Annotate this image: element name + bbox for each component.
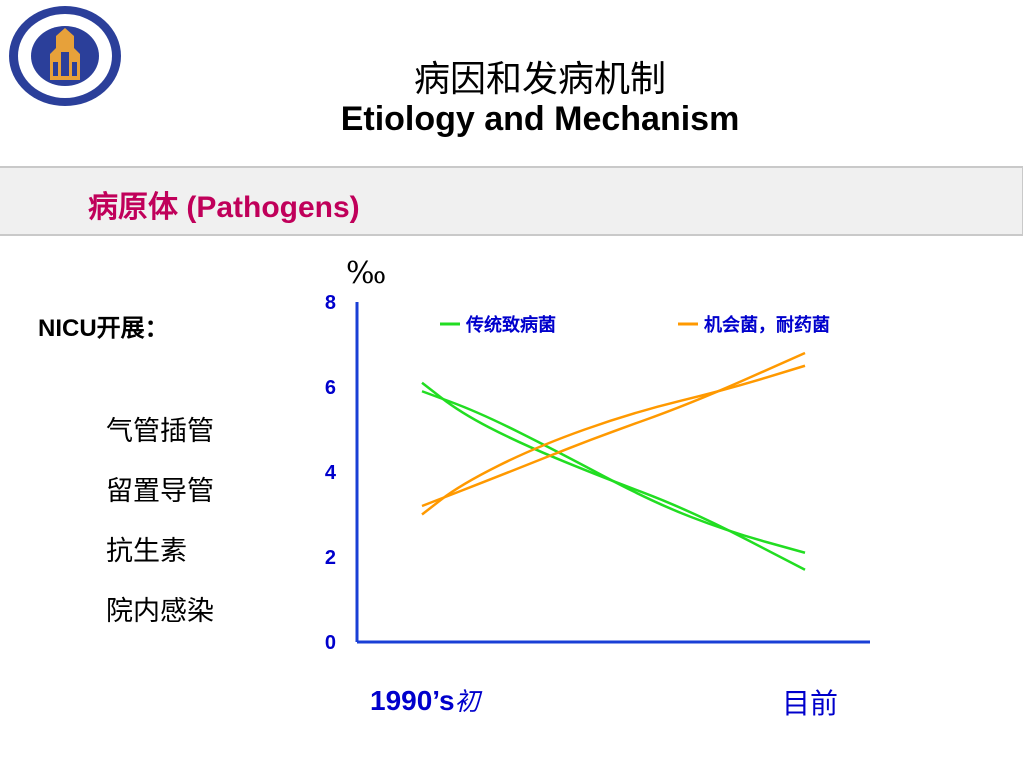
x-label-start-main: 1990’s	[370, 685, 455, 716]
page-subtitle: Etiology and Mechanism	[340, 100, 740, 138]
line-chart: 0 2 4 6 8 传统致病菌 机会菌，耐药菌	[325, 292, 870, 654]
y-tick-label: 4	[325, 462, 337, 484]
y-tick-label: 0	[325, 632, 336, 654]
series-line-1-1	[421, 351, 806, 508]
section-banner: 病原体 (Pathogens)	[0, 166, 1023, 236]
list-item: 气管插管	[106, 416, 214, 447]
x-label-start: 1990’s初	[370, 682, 480, 718]
legend-label: 传统致病菌	[465, 314, 556, 336]
list-item: 院内感染	[106, 596, 214, 627]
factor-list: 气管插管 留置导管 抗生素 院内感染	[106, 410, 214, 650]
page-title: 病因和发病机制	[413, 59, 666, 100]
nicu-label: NICU开展：	[38, 315, 169, 342]
list-item: 抗生素	[106, 536, 187, 567]
list-item: 留置导管	[106, 476, 214, 507]
series-line-0-1	[421, 390, 806, 554]
y-tick-label: 8	[325, 292, 336, 314]
y-tick-label: 2	[325, 547, 336, 569]
section-heading: 病原体 (Pathogens)	[88, 191, 360, 224]
y-tick-label: 6	[325, 377, 336, 399]
legend-label: 机会菌，耐药菌	[704, 314, 830, 336]
university-logo	[9, 6, 121, 106]
y-unit-label: ‰	[346, 256, 387, 291]
series-line-1-0	[421, 364, 806, 516]
x-label-start-suffix: 初	[454, 688, 480, 716]
x-label-end: 目前	[782, 688, 839, 719]
